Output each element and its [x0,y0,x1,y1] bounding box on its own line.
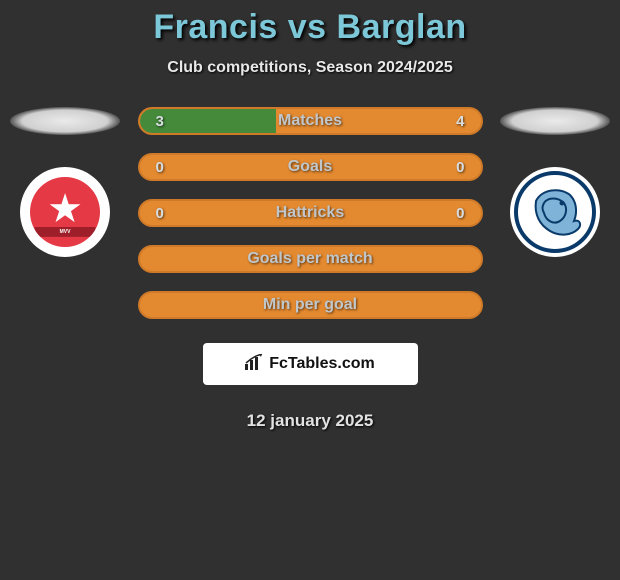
page-subtitle: Club competitions, Season 2024/2025 [0,59,620,77]
stat-row-goals: 0 Goals 0 [138,153,483,181]
branding-badge[interactable]: FcTables.com [203,343,418,385]
star-icon: ★ [47,189,83,229]
stat-row-hattricks: 0 Hattricks 0 [138,199,483,227]
stat-value-left: 3 [156,113,164,130]
stat-value-right: 4 [456,113,464,130]
stat-label: Min per goal [140,296,481,314]
crest-inner-right [514,171,596,253]
stat-value-left: 0 [156,205,164,222]
stat-row-matches: 3 Matches 4 [138,107,483,135]
team-crest-left[interactable]: ★ MVV [20,167,110,257]
stat-value-left: 0 [156,159,164,176]
stat-label: Goals [140,158,481,176]
branding-text: FcTables.com [269,355,375,373]
crest-band-text: MVV [34,227,95,237]
center-stats-column: 3 Matches 4 0 Goals 0 0 Hattricks 0 Goal… [130,107,490,431]
stat-value-right: 0 [456,205,464,222]
stat-row-min-per-goal: Min per goal [138,291,483,319]
page-title: Francis vs Barglan [0,8,620,47]
dragon-icon [524,181,586,243]
stat-value-right: 0 [456,159,464,176]
player-shadow-left [10,107,120,135]
crest-inner-left: ★ MVV [30,177,100,247]
stat-label: Goals per match [140,250,481,268]
comparison-widget: Francis vs Barglan Club competitions, Se… [0,0,620,580]
stat-label: Hattricks [140,204,481,222]
player-shadow-right [500,107,610,135]
stat-row-goals-per-match: Goals per match [138,245,483,273]
date-text: 12 january 2025 [247,411,374,431]
chart-icon [245,354,265,375]
team-crest-right[interactable] [510,167,600,257]
right-column [490,107,620,257]
stat-section: ★ MVV 3 Matches 4 0 Goals 0 0 Hattricks … [0,107,620,431]
left-column: ★ MVV [0,107,130,257]
